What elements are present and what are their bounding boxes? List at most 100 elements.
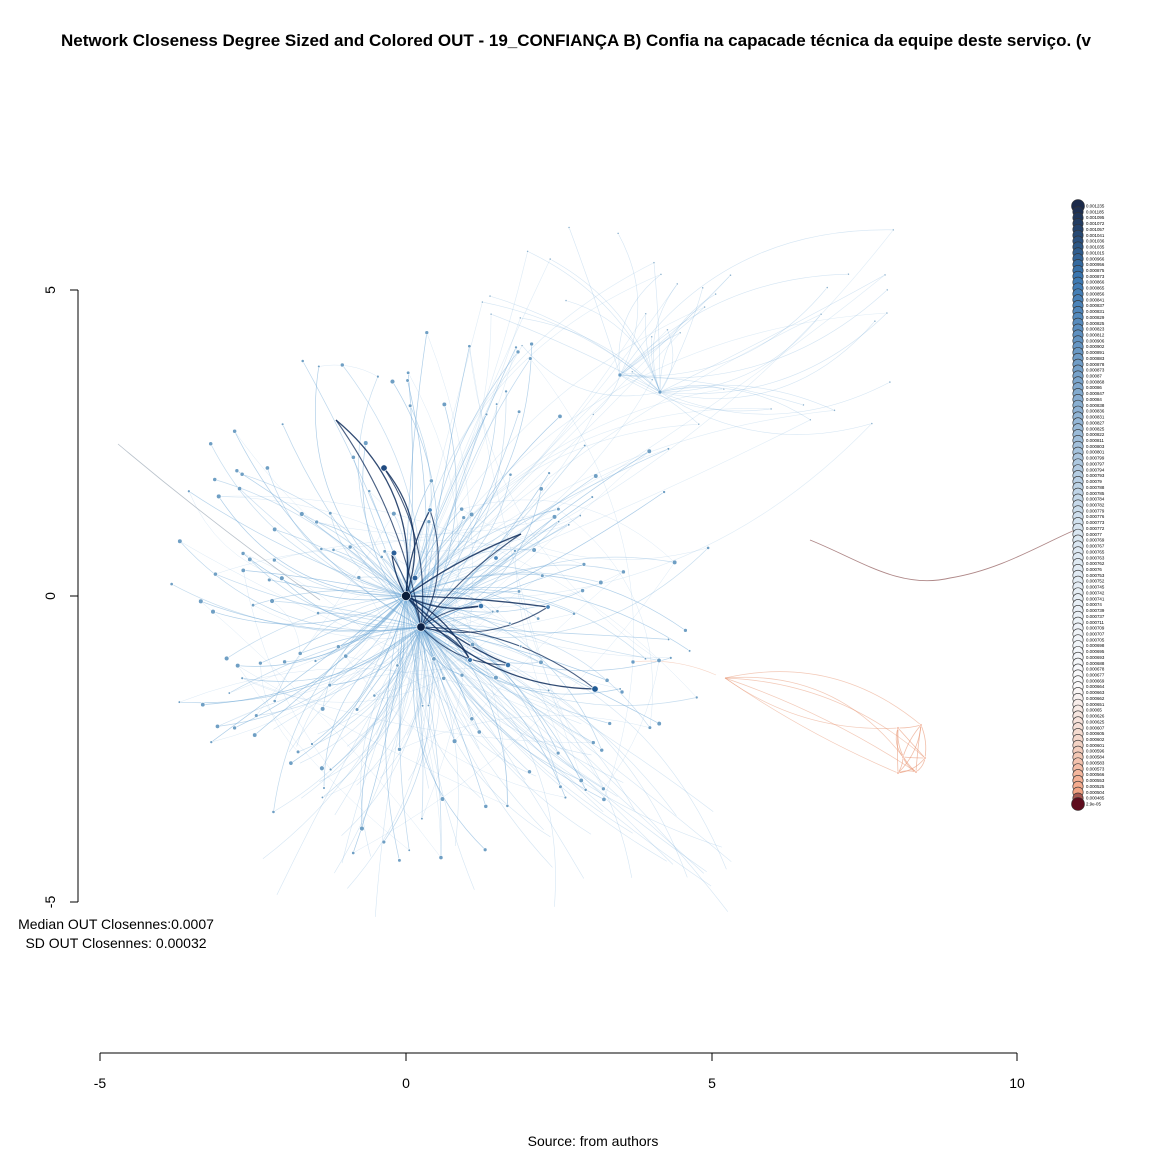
network-edge bbox=[284, 595, 407, 663]
network-node bbox=[678, 331, 682, 335]
network-node bbox=[234, 468, 240, 474]
legend-label: 0.000906 bbox=[1086, 338, 1105, 343]
network-node bbox=[516, 589, 522, 594]
network-edge bbox=[405, 508, 559, 597]
network-edge bbox=[420, 626, 594, 744]
network-edge bbox=[420, 626, 556, 907]
network-edge bbox=[405, 509, 431, 597]
network-edge bbox=[902, 724, 922, 758]
network-edge bbox=[659, 312, 888, 395]
network-edge bbox=[724, 677, 926, 759]
network-edge bbox=[229, 564, 584, 694]
network-edge bbox=[211, 517, 464, 743]
network-node bbox=[459, 672, 465, 678]
network-edge bbox=[405, 274, 886, 597]
network-node bbox=[441, 675, 447, 681]
network-edge bbox=[659, 384, 835, 411]
network-edge bbox=[619, 273, 849, 376]
network-edge bbox=[383, 467, 424, 628]
network-node bbox=[703, 305, 706, 309]
legend-label: 0.001235 bbox=[1086, 204, 1105, 209]
network-edge bbox=[420, 626, 459, 847]
network-edge bbox=[236, 470, 407, 597]
legend-label: 0.00065 bbox=[1086, 708, 1102, 713]
legend-label: 0.000956 bbox=[1086, 262, 1105, 267]
network-node bbox=[405, 378, 410, 383]
network-node bbox=[578, 514, 582, 518]
legend-label: 0.000825 bbox=[1086, 321, 1105, 326]
network-edge bbox=[469, 346, 660, 661]
network-node bbox=[547, 471, 551, 475]
network-node bbox=[701, 286, 705, 290]
network-edge bbox=[405, 595, 424, 819]
network-edge bbox=[405, 595, 445, 679]
network-edge bbox=[211, 595, 407, 743]
legend-label: 0.000762 bbox=[1086, 561, 1105, 566]
network-node bbox=[351, 851, 356, 855]
network-node bbox=[239, 471, 245, 477]
network-node bbox=[208, 441, 214, 447]
network-node bbox=[618, 687, 622, 691]
network-edge bbox=[318, 612, 422, 628]
network-node bbox=[526, 249, 530, 253]
network-node bbox=[288, 760, 294, 766]
network-edge bbox=[405, 251, 528, 597]
x-tick-label: 0 bbox=[402, 1075, 410, 1091]
network-node bbox=[601, 796, 607, 802]
network-node bbox=[590, 740, 596, 745]
network-edge bbox=[420, 626, 475, 890]
legend-label: 0.000678 bbox=[1086, 667, 1105, 672]
legend-label: 0.000825 bbox=[1086, 426, 1105, 431]
network-edge bbox=[603, 660, 660, 789]
legend-label: 0.000812 bbox=[1086, 332, 1105, 337]
network-edge bbox=[421, 332, 473, 819]
network-edge bbox=[237, 665, 508, 807]
legend-label: 0.000799 bbox=[1086, 456, 1105, 461]
legend-label: 0.001072 bbox=[1086, 221, 1105, 226]
network-node bbox=[914, 770, 918, 774]
network-edge bbox=[521, 345, 661, 397]
network-node bbox=[538, 486, 544, 492]
network-edge bbox=[659, 391, 872, 435]
legend-label: 0.000822 bbox=[1086, 432, 1105, 437]
network-node bbox=[885, 288, 889, 292]
network-node bbox=[847, 272, 850, 276]
network-edge bbox=[333, 508, 559, 551]
network-edge bbox=[420, 491, 665, 628]
network-edge bbox=[218, 495, 697, 698]
network-edge bbox=[334, 626, 422, 816]
network-node bbox=[328, 511, 333, 516]
network-edge bbox=[242, 553, 407, 601]
network-edge bbox=[243, 570, 331, 770]
network-edge bbox=[374, 623, 510, 696]
network-node bbox=[252, 732, 258, 738]
legend-label: 0.000966 bbox=[1086, 256, 1105, 261]
network-node bbox=[347, 544, 353, 550]
network-node bbox=[527, 769, 532, 775]
network-node bbox=[391, 511, 397, 517]
network-edge bbox=[420, 626, 624, 783]
network-edge bbox=[724, 671, 922, 726]
legend-label: 0.000837 bbox=[1086, 303, 1105, 308]
network-edge bbox=[242, 677, 594, 743]
network-node bbox=[567, 226, 571, 229]
network-edge bbox=[260, 663, 299, 753]
network-edge bbox=[420, 626, 592, 756]
network-node bbox=[280, 422, 285, 426]
network-node bbox=[531, 547, 537, 553]
legend-label: 0.00074 bbox=[1086, 602, 1102, 607]
legend-label: 0.000601 bbox=[1086, 743, 1105, 748]
legend-label: 0.000873 bbox=[1086, 274, 1105, 279]
x-tick-label: 10 bbox=[1009, 1075, 1025, 1091]
legend-label: 0.000838 bbox=[1086, 403, 1105, 408]
network-node bbox=[666, 637, 671, 641]
network-edge bbox=[915, 724, 922, 773]
network-node bbox=[656, 657, 662, 663]
network-node bbox=[267, 577, 272, 583]
network-node bbox=[328, 767, 333, 772]
network-edge bbox=[215, 573, 422, 628]
network-edge bbox=[329, 626, 422, 686]
network-edge bbox=[420, 347, 517, 628]
network-edge bbox=[420, 450, 650, 628]
legend-label: 0.000605 bbox=[1086, 731, 1105, 736]
